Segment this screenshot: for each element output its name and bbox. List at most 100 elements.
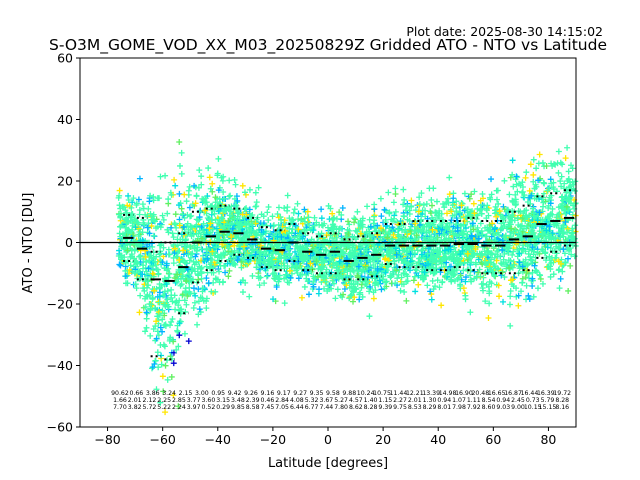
scatter-point	[366, 288, 373, 295]
scatter-point	[298, 294, 305, 301]
scatter-point	[174, 328, 181, 335]
scatter-point	[486, 290, 493, 297]
scatter-point	[281, 205, 288, 212]
scatter-point	[227, 192, 234, 199]
scatter-point	[340, 269, 347, 276]
scatter-point	[261, 280, 268, 287]
scatter-point	[133, 202, 140, 209]
scatter-point	[516, 259, 523, 266]
scatter-point	[519, 279, 526, 286]
scatter-point	[264, 209, 271, 216]
scatter-point	[126, 266, 133, 273]
scatter-point	[531, 185, 538, 192]
x-tick-label: −40	[205, 432, 231, 447]
scatter-point	[218, 174, 225, 181]
stat-value: 3.77	[187, 397, 201, 404]
scatter-point	[529, 269, 536, 276]
scatter-point	[122, 224, 129, 231]
scatter-point	[226, 193, 233, 200]
scatter-point	[136, 253, 143, 260]
scatter-point	[389, 224, 396, 231]
stat-value: 9.58	[326, 390, 340, 397]
y-tick-label: 40	[57, 112, 73, 127]
scatter-point	[491, 272, 498, 279]
scatter-point	[471, 210, 478, 217]
scatter-point	[370, 270, 377, 277]
scatter-point	[207, 265, 214, 272]
scatter-point	[365, 274, 372, 281]
scatter-point	[519, 179, 526, 186]
scatter-point	[144, 310, 151, 317]
stat-value: 3.24	[162, 390, 176, 397]
scatter-point	[148, 223, 155, 230]
scatter-point	[192, 292, 199, 299]
scatter-point	[263, 273, 270, 280]
scatter-point	[353, 286, 360, 293]
scatter-point	[533, 267, 540, 274]
scatter-point	[418, 228, 425, 235]
scatter-point	[427, 234, 434, 241]
scatter-point	[389, 246, 396, 253]
scatter-point	[400, 201, 407, 208]
y-tick-label: 0	[65, 235, 73, 250]
scatter-point	[507, 287, 514, 294]
scatter-point	[501, 177, 508, 184]
scatter-point	[341, 286, 348, 293]
scatter-point	[168, 318, 175, 325]
scatter-point	[175, 403, 182, 410]
scatter-point	[203, 275, 210, 282]
stat-value: 16.65	[488, 390, 506, 397]
scatter-point	[311, 275, 318, 282]
scatter-point	[356, 296, 363, 303]
scatter-point	[134, 260, 141, 267]
scatter-point	[149, 365, 156, 372]
scatter-point	[541, 180, 548, 187]
scatter-point	[288, 229, 295, 236]
scatter-point	[275, 221, 282, 228]
stat-value: 3.67	[319, 397, 333, 404]
scatter-point	[290, 209, 297, 216]
scatter-point	[322, 278, 329, 285]
scatter-point	[140, 219, 147, 226]
scatter-point	[186, 204, 193, 211]
scatter-point	[388, 272, 395, 279]
scatter-point	[347, 292, 354, 299]
scatter-point	[172, 306, 179, 313]
stat-value: 8.62	[349, 404, 363, 411]
scatter-point	[453, 221, 460, 228]
y-tick-label: −60	[47, 420, 73, 435]
stat-value: 7.92	[467, 404, 481, 411]
scatter-point	[246, 293, 253, 300]
scatter-point	[162, 362, 169, 369]
scatter-point	[322, 246, 329, 253]
scatter-point	[153, 318, 160, 325]
scatter-point	[238, 258, 245, 265]
scatter-point	[145, 220, 152, 227]
scatter-point	[179, 272, 186, 279]
stat-value: 1.40	[364, 397, 378, 404]
scatter-point	[509, 251, 516, 258]
stat-value: 5.32	[305, 397, 319, 404]
scatter-point	[116, 192, 123, 199]
scatter-point	[346, 221, 353, 228]
stat-value: 9.85	[231, 404, 245, 411]
scatter-point	[190, 285, 197, 292]
stat-value: 8.60	[482, 404, 496, 411]
stat-value: 7.05	[275, 404, 289, 411]
scatter-point	[501, 250, 508, 257]
scatter-point	[568, 162, 575, 169]
scatter-point	[171, 250, 178, 257]
scatter-point	[545, 205, 552, 212]
scatter-point	[510, 183, 517, 190]
scatter-point	[212, 199, 219, 206]
scatter-point	[129, 199, 136, 206]
scatter-point	[507, 293, 514, 300]
scatter-point	[567, 262, 574, 269]
scatter-point	[280, 259, 287, 266]
scatter-point	[557, 178, 564, 185]
scatter-point	[172, 182, 179, 189]
scatter-point	[401, 196, 408, 203]
stat-value: 9.39	[378, 404, 392, 411]
scatter-point	[152, 357, 159, 364]
scatter-point	[265, 217, 272, 224]
